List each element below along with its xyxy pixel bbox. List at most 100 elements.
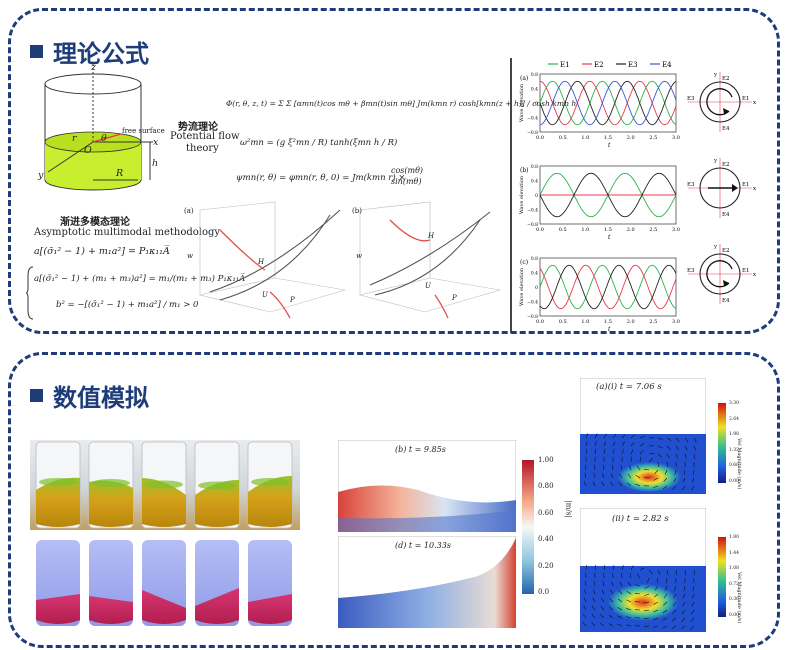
series-e2 <box>539 80 677 126</box>
vector-arrow <box>620 465 623 471</box>
axis-z-label: z <box>91 62 97 73</box>
axis-y-label: y <box>38 170 44 181</box>
x-tick-label: 0.5 <box>559 319 567 325</box>
vector-arrow <box>585 564 587 571</box>
vector-arrow <box>672 485 677 490</box>
theory-section-title: 理论公式 <box>30 34 149 69</box>
vel-colorbar-tick: 1.32 <box>729 447 740 453</box>
brace-icon <box>26 266 34 320</box>
vector-arrow <box>684 437 689 443</box>
photo-liquid <box>142 478 186 527</box>
eq-a1: a[(σ̄₁² − 1) + m₁a²] = P₁κ₁₁A̅ <box>34 246 170 257</box>
vel-colorbar-tick: 0.00 <box>729 612 740 618</box>
vector-arrow <box>626 599 632 603</box>
vector-arrow <box>594 449 597 455</box>
x-tick-label: 2.0 <box>627 319 635 325</box>
vector-arrow <box>657 577 659 584</box>
x-tick-label: 1.5 <box>604 135 612 141</box>
vector-arrow <box>691 601 695 607</box>
vector-arrow <box>626 590 632 595</box>
x-tick-label: 2.5 <box>649 227 657 233</box>
vector-arrow <box>644 617 650 619</box>
vel-colorbar-tick: 0.36 <box>729 597 740 602</box>
vector-arrow <box>602 473 605 479</box>
eq-a3: b² = −[(σ̄₁² − 1) + m₁a²] / m₁ > 0 <box>56 300 199 310</box>
R-label: R <box>116 168 124 179</box>
free-surface-label: free surface <box>122 127 165 135</box>
vel-colorbar-tick: 1.98 <box>729 432 740 437</box>
vel-colorbar-tick: 1.44 <box>729 550 740 556</box>
vector-arrow <box>591 614 596 619</box>
vector-arrow <box>630 449 634 455</box>
y-tick-label: −0.8 <box>527 314 538 320</box>
vector-arrow <box>593 581 596 587</box>
vector-arrow <box>657 437 663 440</box>
vector-arrow <box>617 598 623 603</box>
vector-arrow <box>634 601 641 603</box>
surface-w-a: w <box>187 252 193 260</box>
vector-arrow <box>672 601 677 607</box>
legend-e1: E1 <box>560 61 570 69</box>
potential-flow-en1: Potential flow <box>170 131 240 142</box>
vector-arrow <box>657 453 662 458</box>
compass-3: E2 E1 E3 E4 x y <box>687 244 757 304</box>
colorbar-tick: 0.40 <box>538 535 554 544</box>
vector-arrow <box>626 608 632 611</box>
colorbar-tick: 0.60 <box>538 508 554 517</box>
y-axis-label: Wave elevation <box>519 267 525 306</box>
vector-arrow <box>674 585 677 591</box>
vector-arrow <box>690 609 695 615</box>
vector-arrow <box>626 482 632 487</box>
vector-arrow <box>602 581 605 587</box>
vector-arrow <box>635 592 641 595</box>
potential-flow-cn: 势流理论 <box>178 122 218 133</box>
vector-arrow <box>682 477 686 483</box>
vector-arrow <box>671 617 677 622</box>
y-axis-label: Wave elevation <box>519 175 525 214</box>
compass-2: E2 E1 E3 E4 x y <box>687 158 757 218</box>
x-tick-label: 2.0 <box>627 227 635 233</box>
experiment-photos <box>30 440 300 530</box>
compass-1: E2 E1 E3 E4 x y <box>687 72 757 132</box>
vector-arrow <box>653 485 659 488</box>
vector-arrow <box>639 443 645 447</box>
compass-e4: E4 <box>722 126 730 132</box>
vector-arrow <box>648 458 653 463</box>
compass-x: x <box>753 100 757 106</box>
potential-flow-en2: theory <box>186 143 219 154</box>
vector-arrow <box>693 445 697 451</box>
vector-arrow <box>692 593 695 599</box>
y-tick-label: −0.8 <box>527 130 538 136</box>
series-e1 <box>539 264 677 310</box>
x-tick-label: 3.0 <box>672 319 680 325</box>
vector-arrow <box>644 609 650 612</box>
vector-arrow <box>594 433 598 439</box>
vel-colorbar-tick: 1.08 <box>729 566 740 571</box>
vector-arrow <box>662 625 668 629</box>
vector-arrow <box>630 565 634 571</box>
vector-arrow <box>653 601 659 605</box>
series-e4 <box>539 80 677 126</box>
vector-arrow <box>585 464 587 471</box>
field-b-label: (b) t = 9.85s <box>395 445 446 454</box>
vector-arrow <box>627 582 632 587</box>
vel-colorbar-tick: 0.72 <box>729 581 740 587</box>
sim-liquid <box>36 594 80 624</box>
vector-arrow <box>629 573 632 579</box>
vector-arrow <box>584 473 587 479</box>
series-e3 <box>539 172 677 218</box>
vector-arrow <box>621 441 625 447</box>
vector-arrow <box>663 593 668 599</box>
vector-arrow <box>583 605 587 611</box>
theta-label: θ <box>101 133 107 144</box>
vector-arrow <box>684 445 688 451</box>
x-tick-label: 2.5 <box>649 135 657 141</box>
vector-arrow <box>666 453 670 459</box>
eq-omega: ω²mn = (g ξ²mn / R) tanh(ξmn h / R) <box>240 138 398 148</box>
compass-e2: E2 <box>722 76 730 82</box>
vector-arrow <box>601 481 605 487</box>
velocity-field-b <box>338 440 516 532</box>
photo-liquid <box>36 477 80 527</box>
surface-w-b: w <box>356 252 362 260</box>
vector-arrow <box>693 437 697 443</box>
